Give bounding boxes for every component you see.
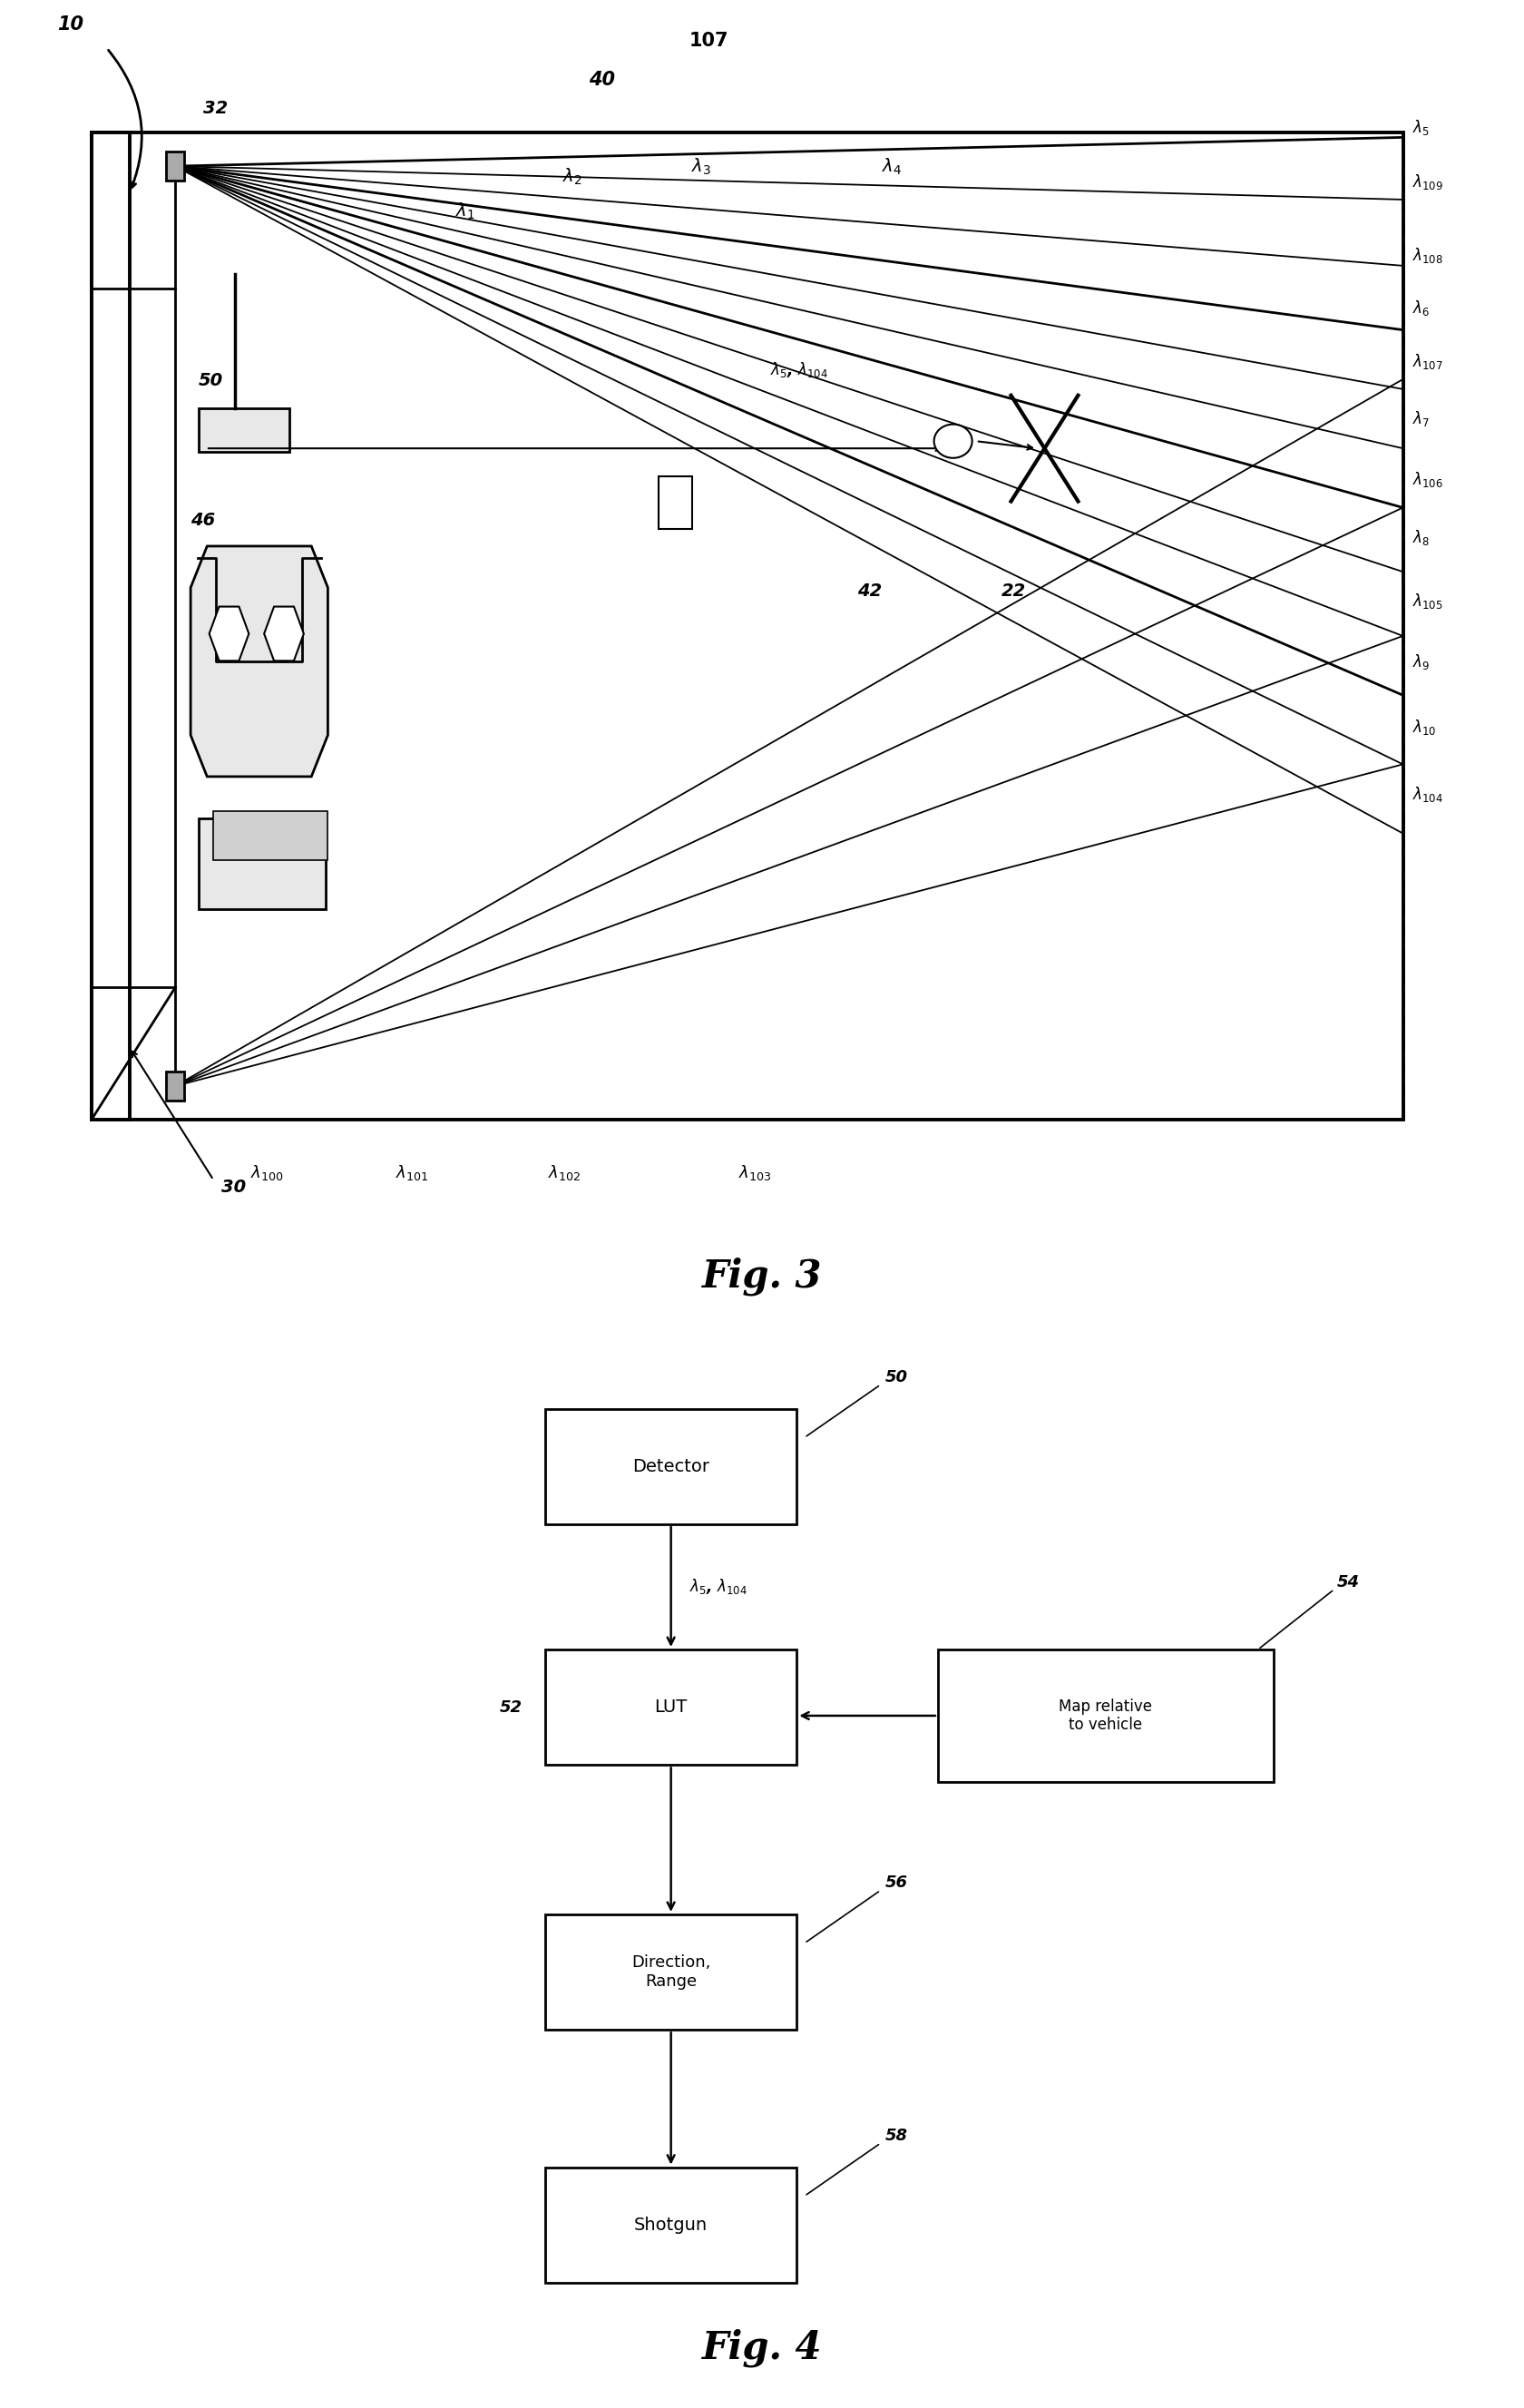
Text: $\lambda_1$: $\lambda_1$ (456, 202, 474, 222)
Text: $\lambda_3$: $\lambda_3$ (690, 157, 712, 178)
Text: 50: 50 (198, 373, 223, 390)
Bar (544, 1409, 796, 1524)
Text: 54: 54 (1337, 1575, 1359, 1589)
Text: $\lambda_9$: $\lambda_9$ (1411, 653, 1428, 672)
Ellipse shape (933, 424, 972, 458)
Text: Detector: Detector (632, 1457, 709, 1476)
Bar (544, 1649, 796, 1765)
Text: Direction,
Range: Direction, Range (631, 1955, 710, 1989)
Text: 58: 58 (884, 2129, 907, 2143)
Bar (91, 132, 130, 1120)
Bar (544, 1914, 796, 2030)
Text: Map relative
to vehicle: Map relative to vehicle (1058, 1698, 1152, 1734)
Text: $\lambda_8$: $\lambda_8$ (1411, 527, 1428, 547)
Polygon shape (190, 547, 328, 775)
Text: $\lambda_{10}$: $\lambda_{10}$ (1411, 718, 1436, 737)
Text: $\lambda_5$: $\lambda_5$ (1411, 118, 1428, 137)
Text: 40: 40 (588, 70, 616, 89)
Text: 10: 10 (58, 14, 84, 34)
Polygon shape (264, 607, 303, 660)
Text: 52: 52 (500, 1700, 521, 1714)
Text: $\lambda_{104}$: $\lambda_{104}$ (1411, 785, 1442, 804)
Polygon shape (213, 811, 328, 860)
Bar (198, 819, 326, 910)
Text: 22: 22 (1001, 583, 1026, 600)
Bar (937, 1649, 1273, 1782)
Text: Fig. 4: Fig. 4 (703, 2329, 821, 2367)
Text: 46: 46 (190, 513, 215, 530)
Bar (544, 2167, 796, 2283)
Text: LUT: LUT (654, 1698, 687, 1717)
Text: $\lambda_6$: $\lambda_6$ (1411, 299, 1428, 318)
Polygon shape (198, 409, 290, 453)
Text: $\lambda_5$, $\lambda_{104}$: $\lambda_5$, $\lambda_{104}$ (689, 1577, 747, 1597)
Text: $\lambda_{101}$: $\lambda_{101}$ (395, 1163, 428, 1182)
Text: 107: 107 (689, 31, 728, 51)
Text: $\lambda_{107}$: $\lambda_{107}$ (1411, 352, 1442, 371)
Bar (91, 132, 1402, 1120)
Text: $\lambda_{105}$: $\lambda_{105}$ (1411, 592, 1442, 612)
Text: $\lambda_5$, $\lambda_{104}$: $\lambda_5$, $\lambda_{104}$ (770, 359, 828, 378)
Text: $\lambda_{100}$: $\lambda_{100}$ (250, 1163, 283, 1182)
Text: 30: 30 (221, 1178, 245, 1197)
Text: $\lambda_{109}$: $\lambda_{109}$ (1411, 173, 1442, 190)
Text: Fig. 3: Fig. 3 (703, 1257, 821, 1296)
Polygon shape (209, 607, 248, 660)
Text: Shotgun: Shotgun (634, 2215, 707, 2235)
Bar (166, 1072, 184, 1100)
Text: 50: 50 (884, 1370, 907, 1385)
Text: 56: 56 (884, 1876, 907, 1890)
Text: $\lambda_{103}$: $\lambda_{103}$ (738, 1163, 771, 1182)
Bar (658, 477, 692, 530)
Text: $\lambda_4$: $\lambda_4$ (881, 157, 902, 178)
Text: $\lambda_{102}$: $\lambda_{102}$ (547, 1163, 581, 1182)
Text: 42: 42 (856, 583, 881, 600)
Text: 32: 32 (203, 99, 227, 118)
Text: $\lambda_2$: $\lambda_2$ (562, 166, 581, 188)
Text: $\lambda_{108}$: $\lambda_{108}$ (1411, 246, 1442, 265)
Text: $\lambda_7$: $\lambda_7$ (1411, 409, 1428, 429)
Text: $\lambda_{106}$: $\lambda_{106}$ (1411, 470, 1442, 489)
Bar (166, 152, 184, 181)
